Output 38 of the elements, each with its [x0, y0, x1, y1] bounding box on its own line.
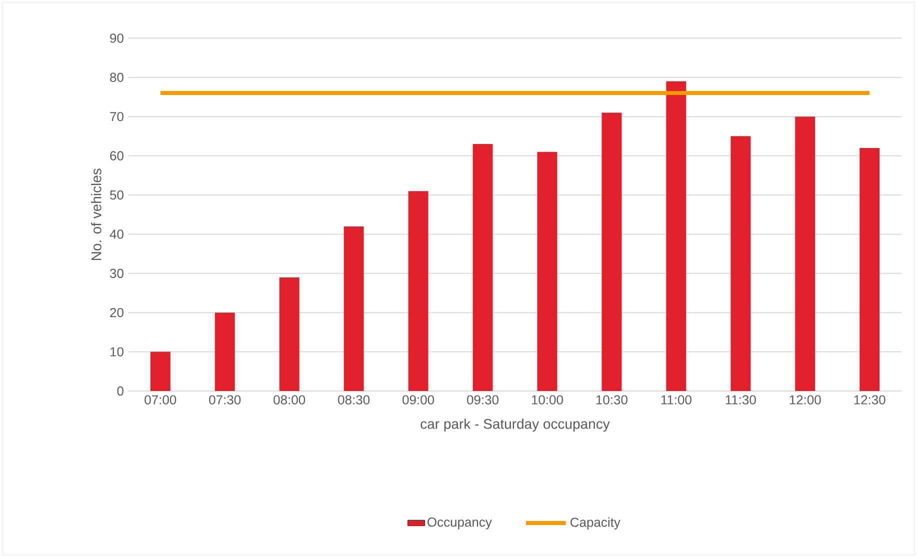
bar: [214, 312, 235, 391]
y-tick-label: 40: [110, 230, 124, 239]
y-axis-title: No. of vehicles: [91, 168, 102, 260]
legend-label: Occupancy: [428, 517, 492, 530]
bar: [795, 116, 816, 391]
x-tick-label: 08:00: [274, 395, 306, 404]
bar: [602, 112, 622, 391]
x-tick-label: 07:00: [144, 395, 176, 404]
legend-label: Capacity: [570, 517, 620, 530]
y-tick-label: 30: [110, 268, 124, 278]
x-tick-label: 12:00: [790, 395, 821, 404]
y-tick-label: 0: [117, 386, 124, 396]
x-tick-label: 09:30: [467, 395, 498, 404]
bar: [730, 136, 751, 391]
bar: [408, 191, 428, 391]
y-tick-label: 70: [110, 112, 124, 122]
x-axis-title: car park - Saturday occupancy: [420, 418, 610, 432]
y-tick-label: 10: [110, 347, 124, 356]
y-tick-label: 20: [110, 308, 124, 318]
x-tick-label: 10:00: [532, 395, 563, 404]
bar: [150, 352, 170, 391]
x-tick-label: 10:30: [596, 395, 628, 404]
x-tick-label: 11:00: [661, 395, 692, 404]
x-tick-label: 08:30: [338, 395, 370, 404]
y-tick-label: 50: [110, 190, 124, 200]
x-tick-label: 07:30: [209, 395, 241, 404]
y-tick-label: 60: [110, 151, 124, 160]
y-tick-label: 90: [110, 34, 124, 43]
bar: [344, 226, 364, 391]
x-tick-label: 11:30: [726, 395, 756, 404]
bar: [472, 144, 493, 391]
bar: [537, 152, 558, 391]
bar: [860, 148, 880, 391]
bar: [279, 277, 300, 391]
x-tick-label: 12:30: [854, 395, 886, 404]
bar: [666, 81, 686, 391]
y-tick-label: 80: [110, 72, 124, 82]
x-tick-label: 09:00: [402, 395, 434, 404]
